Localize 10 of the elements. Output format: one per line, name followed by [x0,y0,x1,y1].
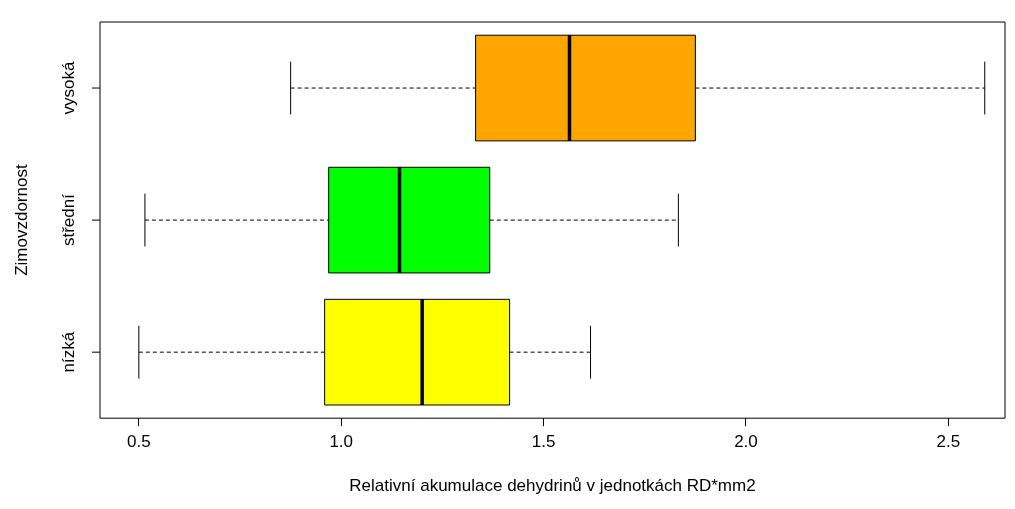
x-tick-label: 2.5 [936,432,961,452]
y-tick-label: vysoká [59,61,79,115]
x-axis-title: Relativní akumulace dehydrinů v jednotkách RD*mm2 [349,476,756,496]
x-tick-label: 2.0 [734,432,758,452]
y-tick-label: nízká [59,331,79,373]
x-tick-label: 1.0 [329,432,354,452]
y-axis-title: Zimovzdornost [11,164,31,276]
y-tick-label: střední [59,193,79,247]
x-tick-label: 1.5 [531,432,556,452]
x-tick-label: 0.5 [127,432,151,452]
